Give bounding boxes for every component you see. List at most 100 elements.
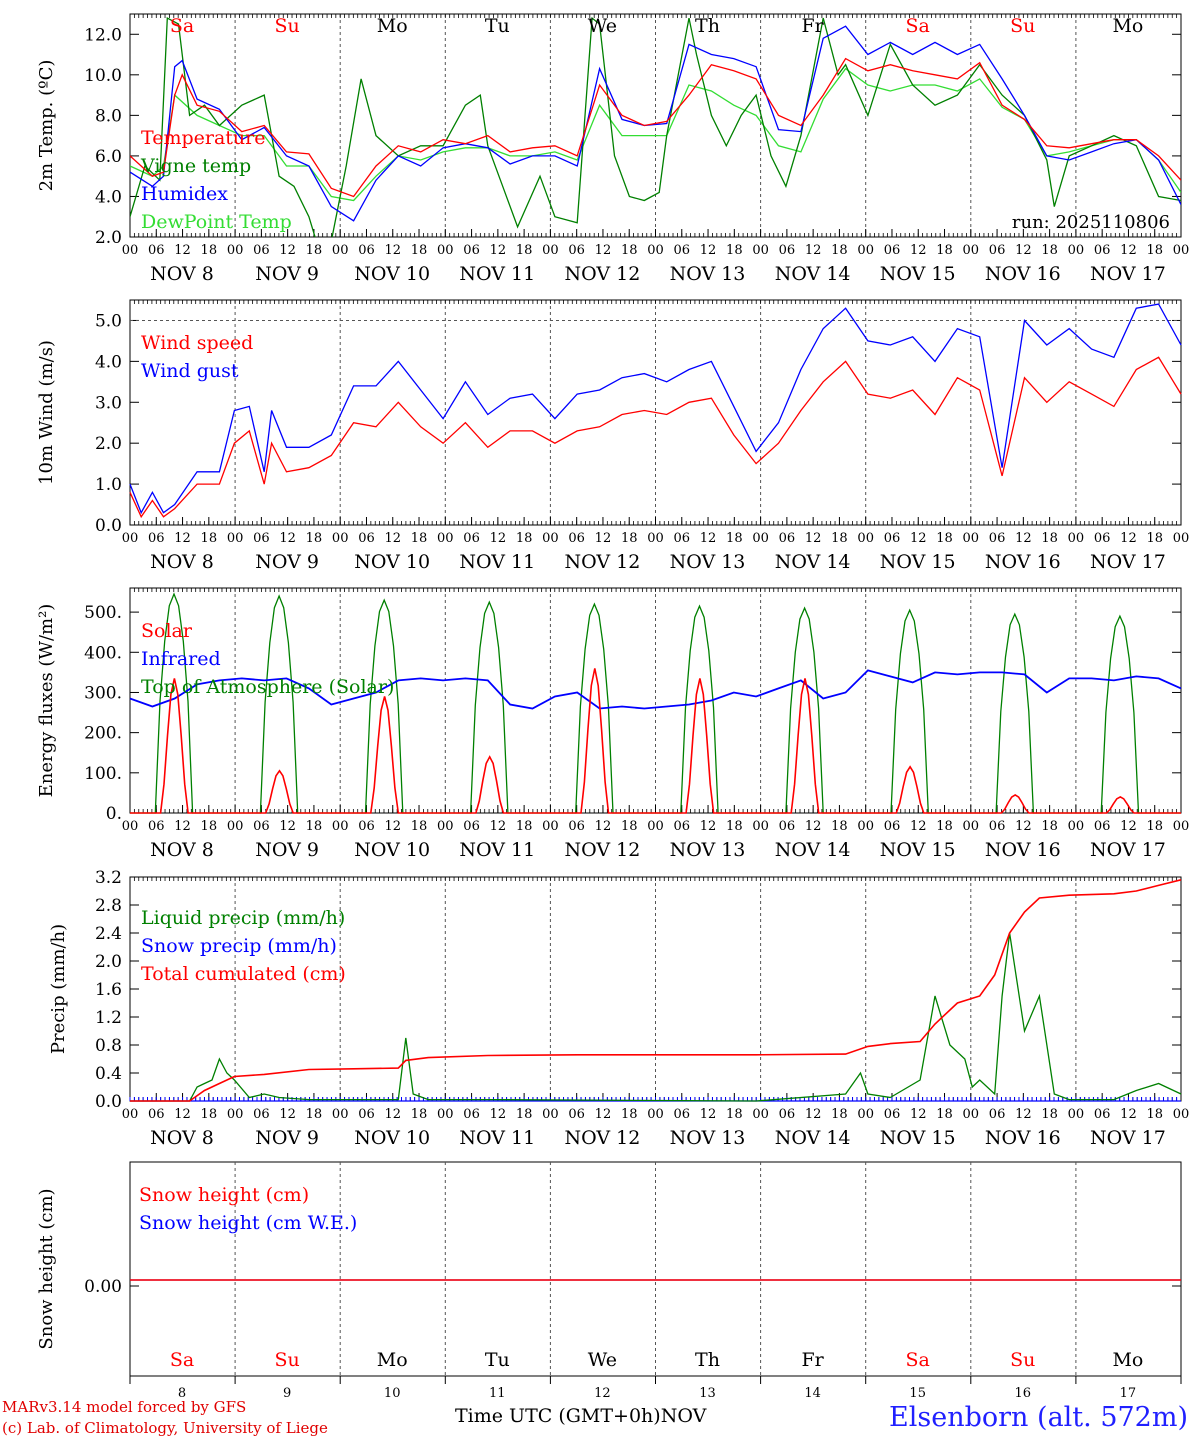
hour-tick-label: 18: [936, 243, 953, 258]
hour-tick-label: 18: [516, 531, 533, 546]
y-axis-label: Precip (mm/h): [48, 924, 69, 1054]
hour-tick-label: 00: [227, 531, 244, 546]
y-tick-label: 1.2: [95, 1008, 122, 1028]
lab-credit: (c) Lab. of Climatology, University of L…: [2, 1419, 328, 1437]
hour-tick-label: 06: [463, 819, 480, 834]
hour-tick-label: 06: [779, 531, 796, 546]
hour-tick-label: 00: [963, 243, 980, 258]
hour-tick-label: 12: [490, 1107, 507, 1122]
weekday-label: We: [588, 15, 617, 37]
hour-tick-label: 00: [542, 1107, 559, 1122]
hour-tick-label: 18: [1146, 243, 1163, 258]
date-label: NOV 12: [564, 1127, 640, 1149]
hour-tick-label: 18: [1146, 1107, 1163, 1122]
date-label: NOV 14: [775, 839, 851, 861]
legend-entry: Humidex: [141, 183, 228, 205]
hour-tick-label: 06: [253, 1107, 270, 1122]
weekday-label: Th: [695, 1349, 720, 1371]
hour-tick-label: 06: [884, 243, 901, 258]
hour-tick-label: 06: [358, 243, 375, 258]
hour-tick-label: 12: [700, 819, 717, 834]
date-label: NOV 11: [459, 263, 535, 285]
date-label: NOV 15: [880, 1127, 956, 1149]
hour-tick-label: 18: [621, 531, 638, 546]
hour-tick-label: 00: [227, 1107, 244, 1122]
hour-tick-label: 12: [490, 819, 507, 834]
date-label: NOV 15: [880, 839, 956, 861]
date-label: NOV 8: [150, 263, 214, 285]
hour-tick-label: 00: [647, 531, 664, 546]
date-label: NOV 14: [775, 263, 851, 285]
hour-tick-label: 12: [1120, 819, 1137, 834]
date-label: NOV 11: [459, 551, 535, 573]
date-label: NOV 10: [354, 551, 430, 573]
date-label: NOV 17: [1090, 551, 1166, 573]
hour-tick-label: 18: [516, 1107, 533, 1122]
hour-tick-label: 00: [752, 819, 769, 834]
y-tick-label: 0.: [106, 804, 122, 824]
hour-tick-label: 00: [647, 243, 664, 258]
y-tick-label: 500.: [84, 603, 122, 623]
day-number-label: 10: [384, 1386, 401, 1401]
day-number-label: 14: [804, 1386, 821, 1401]
hour-tick-label: 06: [674, 819, 691, 834]
hour-tick-label: 06: [463, 1107, 480, 1122]
hour-tick-label: 12: [384, 819, 401, 834]
hour-tick-label: 06: [358, 819, 375, 834]
weekday-label: Su: [274, 1349, 299, 1371]
hour-tick-label: 00: [1068, 819, 1085, 834]
series-total-cumulated: [130, 879, 1182, 1102]
hour-tick-label: 18: [621, 1107, 638, 1122]
hour-tick-label: 12: [700, 531, 717, 546]
hour-tick-label: 06: [989, 243, 1006, 258]
hour-tick-label: 12: [1015, 819, 1032, 834]
y-tick-label: 2.0: [95, 434, 122, 454]
hour-tick-label: 18: [726, 531, 743, 546]
hour-tick-label: 12: [700, 1107, 717, 1122]
hour-tick-label: 18: [1041, 819, 1058, 834]
panel-2: 00 06 12 18 NOV 8 00 06 12 18 NOV 9 00 06 12 18 NOV 10…: [36, 299, 1189, 573]
hour-tick-label: 00: [1068, 1107, 1085, 1122]
hour-tick-label: 12: [805, 819, 822, 834]
hour-tick-label: 18: [201, 1107, 218, 1122]
hour-tick-label: 06: [568, 531, 585, 546]
hour-tick-label: 06: [1094, 243, 1111, 258]
day-number-label: 16: [1015, 1386, 1032, 1401]
y-tick-label: 4.0: [95, 187, 122, 207]
hour-tick-label: 12: [384, 1107, 401, 1122]
day-number-label: 8: [178, 1386, 186, 1401]
hour-tick-label: 18: [831, 531, 848, 546]
hour-tick-label: 00: [1068, 531, 1085, 546]
date-label: NOV 10: [354, 1127, 430, 1149]
weekday-label: Sa: [170, 1349, 194, 1371]
hour-tick-label: 12: [595, 819, 612, 834]
date-label: NOV 16: [985, 551, 1061, 573]
day-number-label: 17: [1120, 1386, 1137, 1401]
hour-tick-label: 12: [384, 531, 401, 546]
hour-tick-label: 00: [752, 243, 769, 258]
date-label: NOV 15: [880, 263, 956, 285]
hour-tick-label: 00: [332, 243, 349, 258]
hour-tick-label: 00: [542, 243, 559, 258]
series-wind-gust: [129, 303, 1182, 515]
date-label: NOV 8: [150, 839, 214, 861]
legend-entry: Snow height (cm): [139, 1184, 309, 1206]
hour-tick-label: 00: [857, 531, 874, 546]
hour-tick-label: 12: [595, 1107, 612, 1122]
legend-entry: Infrared: [141, 648, 221, 670]
model-credit: MARv3.14 model forced by GFS: [2, 1398, 247, 1416]
panel-3: 00 06 12 18 NOV 8 00 06 12 18 NOV 9 00 06 12 18 NOV 10…: [36, 587, 1189, 861]
y-tick-label: 6.0: [95, 147, 122, 167]
y-tick-label: 0.4: [95, 1064, 122, 1084]
hour-tick-label: 18: [1146, 531, 1163, 546]
day-number-label: 13: [699, 1386, 716, 1401]
hour-tick-label: 18: [306, 819, 323, 834]
hour-tick-label: 06: [884, 819, 901, 834]
y-tick-label: 400.: [84, 643, 122, 663]
hour-tick-label: 06: [568, 819, 585, 834]
date-label: NOV 12: [564, 839, 640, 861]
series-wind-speed: [129, 356, 1182, 519]
date-label: NOV 16: [985, 839, 1061, 861]
y-tick-label: 10.0: [84, 66, 122, 86]
